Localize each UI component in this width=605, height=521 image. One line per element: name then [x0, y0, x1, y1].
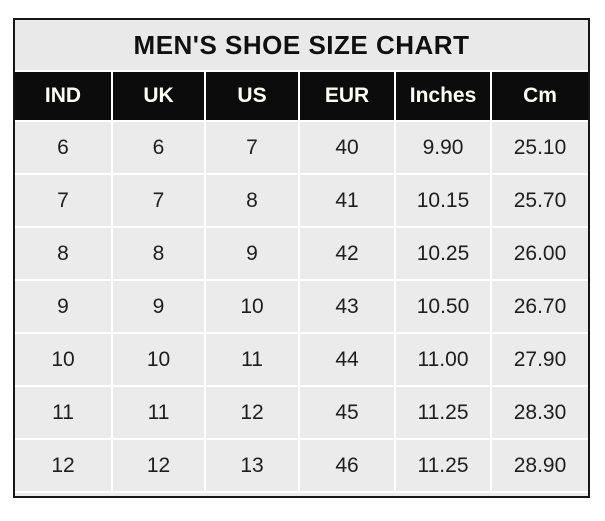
column-header-uk: UK	[113, 72, 204, 120]
size-cell: 11.25	[396, 440, 490, 491]
size-cell: 9	[113, 281, 204, 332]
size-cell: 10.15	[396, 175, 490, 226]
size-cell: 9	[15, 281, 111, 332]
size-cell: 10	[113, 334, 204, 385]
size-cell: 9.90	[396, 122, 490, 173]
size-cell: 8	[206, 175, 298, 226]
size-cell: 41	[300, 175, 394, 226]
size-cell: 27.90	[492, 334, 588, 385]
size-cell: 25.70	[492, 175, 588, 226]
size-cell: 8	[113, 228, 204, 279]
column-header-us: US	[206, 72, 298, 120]
size-cell: 7	[15, 175, 111, 226]
column-header-ind: IND	[15, 72, 111, 120]
size-cell: 42	[300, 228, 394, 279]
size-cell: 26.70	[492, 281, 588, 332]
size-cell: 8	[15, 228, 111, 279]
size-cell: 6	[113, 122, 204, 173]
size-cell: 11	[15, 387, 111, 438]
chart-title: MEN'S SHOE SIZE CHART	[15, 20, 588, 72]
column-header-cm: Cm	[492, 72, 588, 120]
size-table: IND UK US EUR Inches Cm 6 6 7 40 9.90 25.10 7 7 8 41 10.…	[15, 72, 588, 496]
size-cell: 25.10	[492, 122, 588, 173]
size-cell: 11	[113, 387, 204, 438]
size-cell: 26.00	[492, 228, 588, 279]
bottom-row-sliver	[15, 493, 588, 496]
column-header-inches: Inches	[396, 72, 490, 120]
size-cell: 13	[206, 440, 298, 491]
size-cell: 10.50	[396, 281, 490, 332]
shoe-size-chart: MEN'S SHOE SIZE CHART IND UK US EUR Inches Cm…	[13, 18, 590, 498]
size-cell: 11.00	[396, 334, 490, 385]
size-cell: 10	[206, 281, 298, 332]
size-cell: 45	[300, 387, 394, 438]
size-cell: 10	[15, 334, 111, 385]
size-cell: 28.30	[492, 387, 588, 438]
size-cell: 6	[15, 122, 111, 173]
column-header-eur: EUR	[300, 72, 394, 120]
size-cell: 44	[300, 334, 394, 385]
size-cell: 7	[113, 175, 204, 226]
size-cell: 43	[300, 281, 394, 332]
size-cell: 11.25	[396, 387, 490, 438]
size-cell: 12	[15, 440, 111, 491]
size-cell: 12	[206, 387, 298, 438]
size-cell: 9	[206, 228, 298, 279]
size-cell: 7	[206, 122, 298, 173]
size-cell: 12	[113, 440, 204, 491]
size-cell: 40	[300, 122, 394, 173]
size-cell: 11	[206, 334, 298, 385]
size-cell: 46	[300, 440, 394, 491]
size-cell: 10.25	[396, 228, 490, 279]
size-cell: 28.90	[492, 440, 588, 491]
